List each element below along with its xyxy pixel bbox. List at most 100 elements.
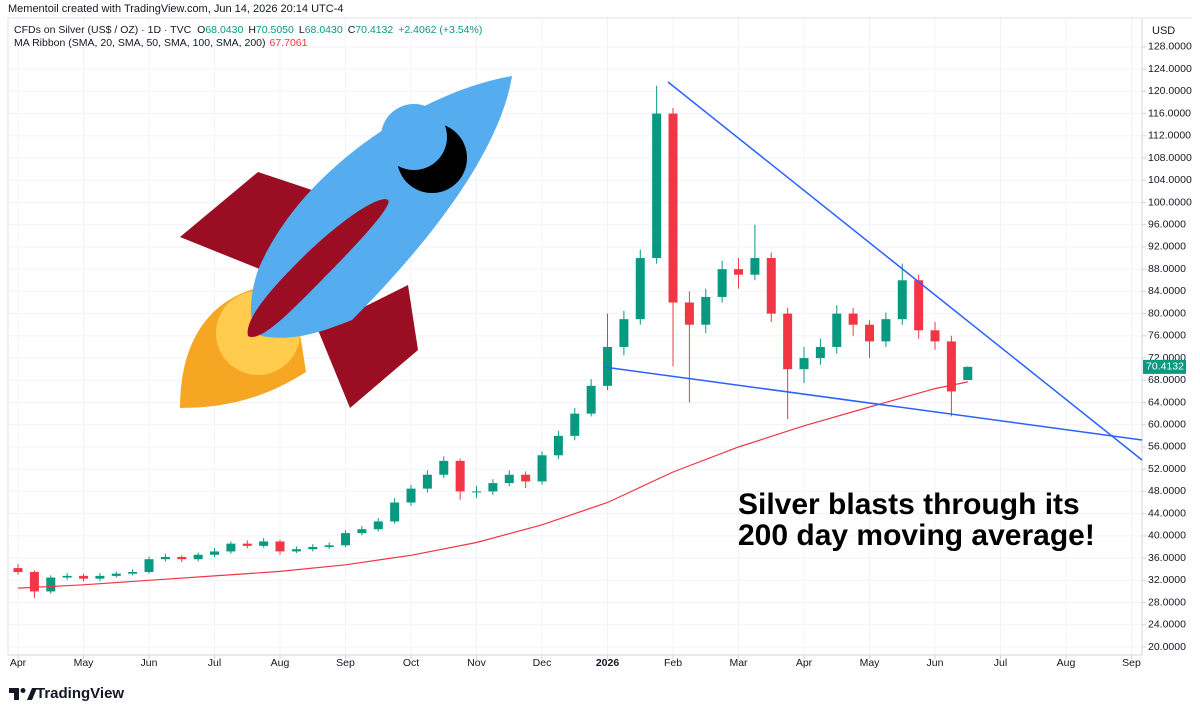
x-tick-label: Dec [533,657,552,669]
readout-label: O [197,24,205,36]
candle-body [734,269,744,275]
y-tick-label: 96.0000 [1148,218,1186,230]
x-tick-label: May [860,657,881,669]
y-tick-label: 80.0000 [1148,307,1186,319]
currency: USD [1152,25,1175,37]
readout-label: C [348,24,356,36]
x-tick-label: Jul [994,657,1007,669]
candle-body [259,541,269,546]
logo-icon [27,688,37,700]
candle-body [226,543,236,552]
candle-body [619,319,629,347]
y-tick-label: 112.0000 [1148,130,1191,142]
y-tick-label: 52.0000 [1148,463,1186,475]
y-tick-label: 120.0000 [1148,85,1192,97]
candle-body [504,474,514,484]
candle-body [914,280,924,331]
y-tick-label: 64.0000 [1148,396,1186,408]
readout-label: H [248,24,256,36]
x-tick-label: Nov [467,657,486,669]
candle-body [95,575,105,579]
candle-body [848,313,858,325]
y-tick-label: 24.0000 [1148,619,1186,631]
trend-line-lower [603,366,1143,441]
annotation: 200 day moving average! [738,519,1095,552]
candle-body [275,541,285,552]
y-tick-label: 84.0000 [1148,285,1186,297]
candle-body [439,460,449,475]
candle-body [390,502,400,522]
rocket-window-mask [381,104,447,170]
candle-body [472,491,482,493]
readout-label: L [299,24,305,36]
x-tick-label: Sep [336,657,355,669]
candle-body [865,324,875,342]
candle-body [897,280,907,320]
candle-body [488,483,498,492]
y-tick-label: 104.0000 [1148,174,1192,186]
last-price-label: 70.4132 [1146,361,1184,373]
candle-body [570,413,580,436]
y-tick-label: 92.0000 [1148,241,1186,253]
last-price-box [1143,359,1186,374]
x-tick-label: Oct [403,657,419,669]
x-tick-label: Apr [796,657,813,669]
candle-body [128,571,138,574]
annotation: Silver blasts through its [738,488,1080,521]
y-tick-label: 48.0000 [1148,485,1186,497]
candle-body [144,559,154,572]
candle-body [422,474,432,489]
candle-body [717,269,727,297]
x-tick-label: May [74,657,95,669]
candle-body [455,460,465,492]
logo-icon [20,688,26,693]
candle-body [946,341,956,392]
y-tick-label: 20.0000 [1148,641,1186,653]
candle-body [881,319,891,342]
candle-body [242,543,252,546]
y-tick-label: 44.0000 [1148,507,1186,519]
candle-body [603,346,613,386]
attribution: Mementoil created with TradingView.com, … [8,3,343,15]
candle-body [783,313,793,370]
candle-body [586,385,596,414]
candle-body [308,546,318,550]
candle-body [373,521,383,530]
candle-body [46,577,56,592]
y-tick-label: 88.0000 [1148,263,1186,275]
symbol: CFDs on Silver (US$ / OZ) · 1D · TVC [14,24,192,36]
x-tick-label: Feb [664,657,682,669]
candle-body [553,435,563,456]
candle-body [963,366,973,381]
readout-value: 70.4132 [355,24,393,36]
logo: TradingView [9,685,124,702]
candle-body [684,302,694,325]
candle-body [341,533,351,546]
y-tick-label: 40.0000 [1148,530,1186,542]
logo-text: TradingView [36,685,124,702]
y-tick-label: 76.0000 [1148,330,1186,342]
candle-body [766,258,776,314]
rocket-fin-right [318,285,418,408]
candle-body [13,568,23,572]
candle-body [521,474,531,482]
candle-body [652,113,662,259]
y-tick-label: 124.0000 [1148,63,1192,75]
candle-body [701,296,711,325]
x-tick-label: Apr [10,657,27,669]
candle-body [799,358,809,370]
candle-body [160,556,170,560]
readout-value: 70.5050 [256,24,294,36]
y-tick-label: 32.0000 [1148,574,1186,586]
candle-body [29,571,39,592]
y-tick-label: 56.0000 [1148,441,1186,453]
x-tick-label: Aug [1057,657,1076,669]
rocket-fin-left [180,172,312,270]
candle-body [210,551,220,555]
x-tick-label: Mar [729,657,748,669]
candle-body [177,556,187,560]
candle-body [750,258,760,275]
y-tick-label: 28.0000 [1148,596,1186,608]
ma-line [17,381,968,589]
